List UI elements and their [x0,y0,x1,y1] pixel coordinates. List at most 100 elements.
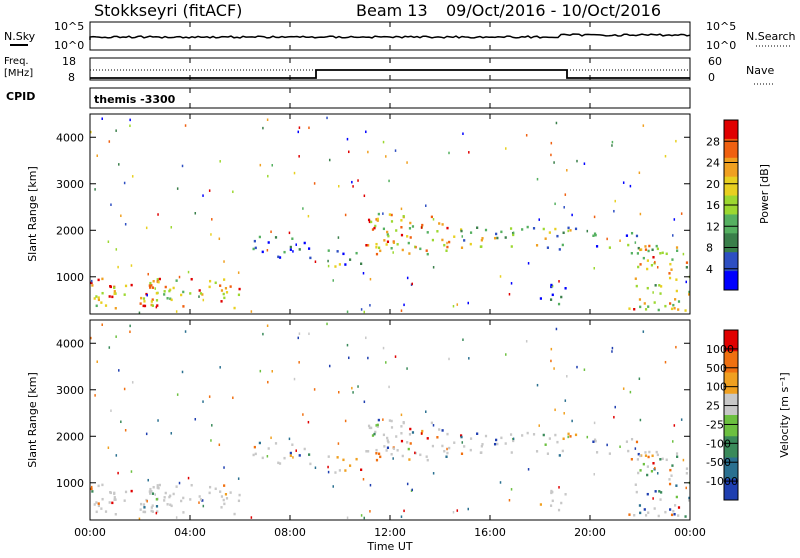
velocity-cell [625,440,629,443]
velocity-cell [659,458,662,461]
power-cell [400,207,403,211]
velocity-cell [576,365,578,369]
date-range: 09/Oct/2016 - 10/Oct/2016 [446,1,661,20]
velocity-cell [563,412,565,415]
velocity-cell [164,491,167,495]
power-cell [469,231,473,234]
velocity-cell [143,506,146,509]
velocity-cell [142,510,145,514]
power-cell [348,150,350,154]
power-cell [362,271,365,275]
power-cell [493,236,497,240]
x-tick-label: 20:00 [574,526,606,539]
velocity-cell [214,487,217,491]
power-cell [202,298,205,302]
power-cell [187,270,190,274]
power-cell [95,304,98,308]
power-cell [169,297,172,301]
power-cell [460,246,464,250]
velocity-cell [223,502,226,506]
velocity-cell [168,495,171,499]
velocity-cell [652,497,654,500]
colorbar-tick-label: 1000 [706,343,734,356]
velocity-cell [660,491,663,494]
velocity-cell [395,435,398,438]
velocity-cell [680,418,683,421]
power-cell [208,285,211,289]
power-cell [208,279,212,283]
power-cell [163,290,166,293]
velocity-cell [642,330,645,333]
power-cell [154,287,157,290]
power-cell [527,262,530,265]
power-cell [619,239,621,242]
velocity-cell [367,424,371,428]
velocity-cell [379,455,382,459]
velocity-cell [673,512,676,516]
velocity-cell [672,440,674,443]
velocity-cell [114,512,117,516]
velocity-cell [123,499,126,502]
velocity-cell [189,498,192,501]
power-cell [668,272,671,275]
power-cell [145,226,148,230]
velocity-cell [158,483,161,487]
velocity-cell [574,433,578,437]
velocity-cell [408,458,411,461]
velocity-cell [110,409,112,412]
colorbar-swatch [724,138,738,159]
velocity-cell [419,453,422,457]
velocity-cell [613,415,615,419]
power-cell [414,245,417,249]
velocity-cell [647,455,650,459]
power-cell [676,249,679,252]
velocity-cell [460,452,464,456]
velocity-cell [509,433,513,436]
power-cell [387,234,390,238]
power-cell [653,301,656,304]
velocity-cell [544,443,547,446]
power-cell [613,209,615,213]
power-cell [307,247,311,250]
y-tick-label: 4000 [56,131,84,144]
velocity-cell [175,516,178,519]
velocity-cell [392,447,396,450]
velocity-cell [634,483,637,486]
velocity-cell [608,452,611,455]
power-cell [542,227,545,231]
power-cell [665,252,668,256]
y-tick-label: 1000 [56,477,84,490]
power-cell [388,213,391,216]
power-cell [400,226,403,229]
power-cell [100,301,103,304]
velocity-cell [644,514,648,517]
power-cell [669,302,672,305]
power-cell [671,258,674,261]
power-cell [382,140,385,144]
power-cell [400,233,404,237]
power-cell [114,306,117,310]
velocity-cell [659,498,662,501]
velocity-cell [438,428,441,431]
velocity-cell [326,322,328,326]
power-cell [668,276,672,280]
power-cell [189,292,192,295]
colorbar-tick-label: 20 [706,178,720,191]
power-cell [639,263,642,266]
power-cell [258,235,261,239]
velocity-cell [532,433,536,436]
power-cell [157,280,160,284]
power-cell [156,304,159,307]
colorbar-swatch [724,330,738,352]
power-cell [557,302,561,306]
cpid-value: themis -3300 [94,93,176,106]
velocity-cell [633,513,636,517]
power-cell [554,227,557,231]
velocity-cell [556,440,559,444]
velocity-cell [140,502,143,506]
power-cell [139,302,142,305]
power-cell [431,238,435,242]
velocity-cell [446,451,449,455]
power-cell [338,263,342,266]
power-cell [363,194,366,198]
